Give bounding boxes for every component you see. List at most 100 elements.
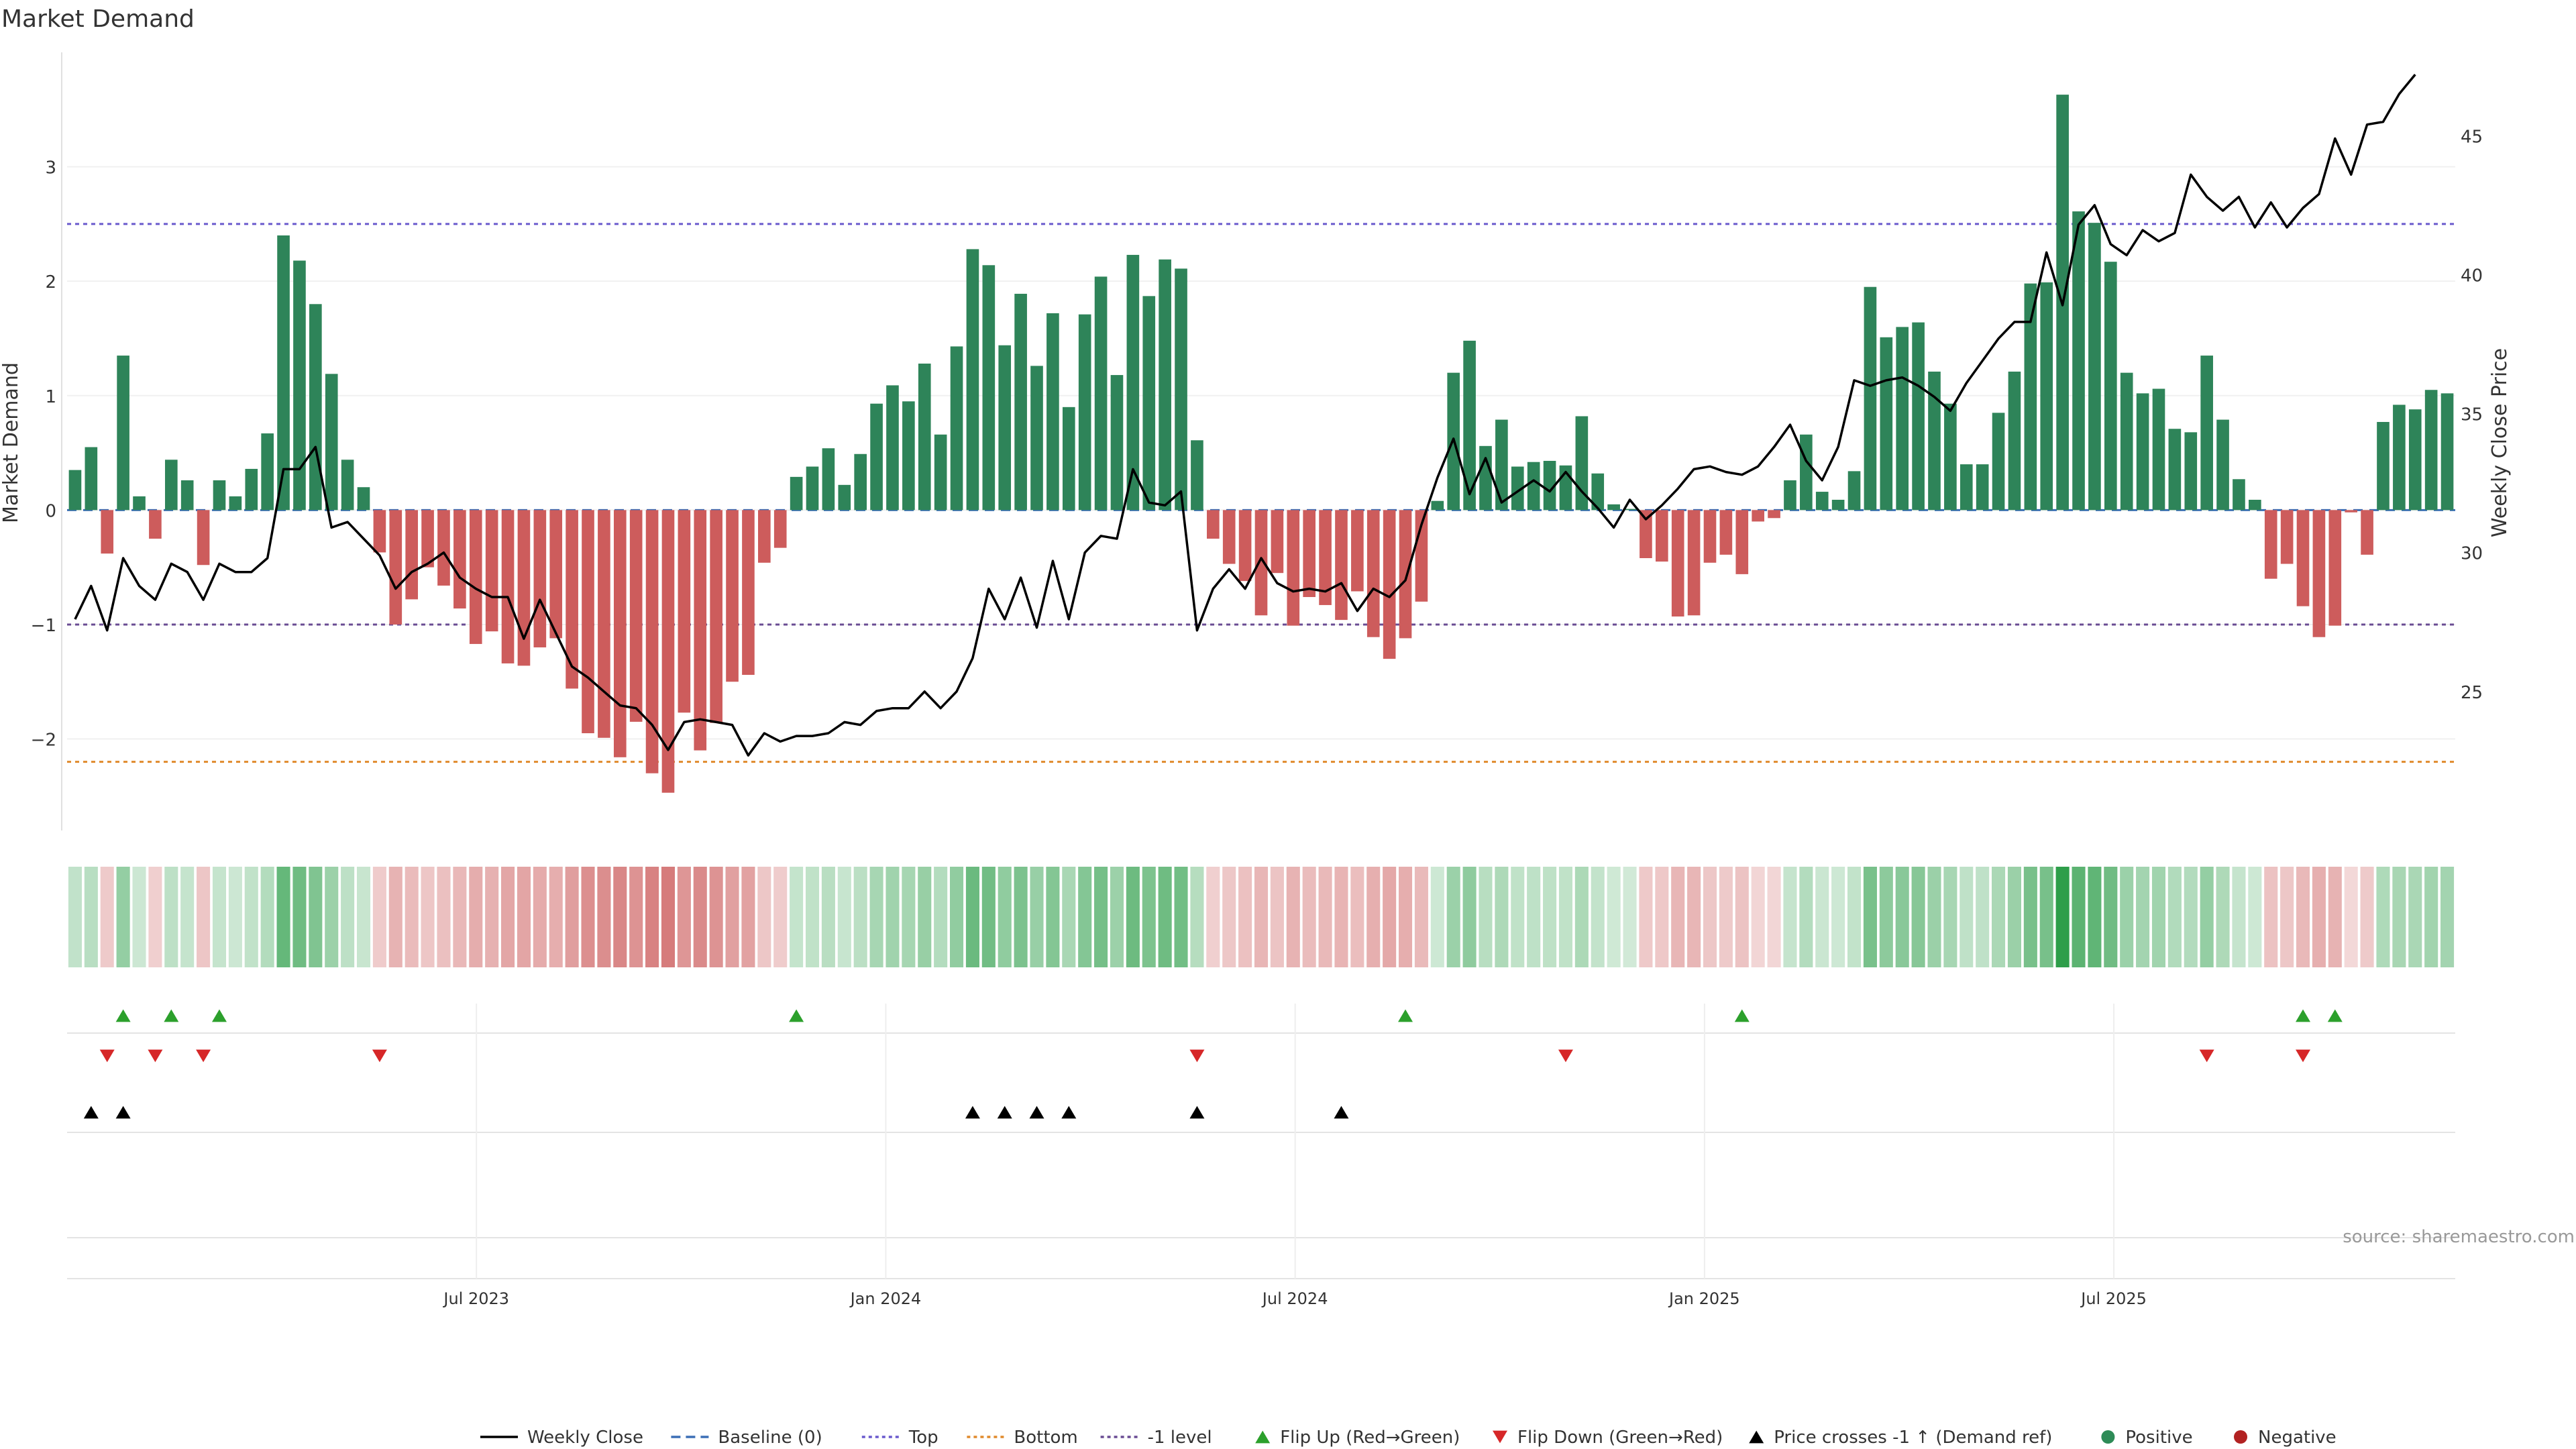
heat-cell [244,867,258,967]
demand-bar [598,510,610,738]
heat-cell [405,867,419,967]
heat-cell [1960,867,1974,967]
heat-cell [869,867,883,967]
demand-bar [2361,510,2373,555]
heat-cell [1655,867,1669,967]
demand-bar [1207,510,1220,539]
demand-bar [838,484,851,511]
flip-up-marker [2327,1009,2343,1022]
demand-heatmap-strip [68,867,2455,967]
demand-bar [341,460,354,511]
legend-entry: Flip Up (Red→Green) [1255,1428,1460,1448]
heat-cell [469,867,483,967]
source-note: source: sharemaestro.com [2343,1227,2575,1247]
heat-cell [902,867,916,967]
heat-cell [1398,867,1413,967]
demand-bar [1976,464,1989,511]
demand-bar [1126,254,1140,511]
demand-bar [549,510,563,639]
demand-bar [405,510,419,600]
demand-bar [1191,440,1203,511]
heat-cell [276,867,290,967]
heat-cell [68,867,82,967]
legend-entry: Negative [2234,1428,2337,1448]
heat-cell [2216,867,2230,967]
demand-bar [1046,313,1059,511]
demand-bar [566,510,578,689]
heat-cell [821,867,835,967]
heat-cell [1286,867,1300,967]
demand-bar [2200,356,2213,511]
heat-cell [148,867,162,967]
y-tick-label: 2 [45,272,56,292]
heat-cell [981,867,996,967]
heat-cell [2280,867,2294,967]
y2-axis-ticks: 25 30 35 40 45 [2461,127,2483,703]
demand-bar [1479,445,1492,511]
demand-bar [1222,510,1236,564]
demand-bar [389,510,402,625]
heat-cell [1815,867,1829,967]
demand-bar [1960,464,1973,511]
main-panel: −2 −1 0 1 2 3 25 30 35 40 45 Market Demand Weekly… [0,52,2512,830]
demand-bar [1159,259,1171,511]
price-cross-marker [997,1106,1012,1119]
demand-bar [998,345,1012,511]
heat-cell [1735,867,1749,967]
demand-bar [2312,510,2326,637]
demand-bar [2408,409,2422,511]
demand-bar [982,265,996,511]
demand-bar [1703,510,1717,563]
demand-bar [1719,510,1733,555]
demand-bar [950,346,963,511]
demand-bar [790,476,803,511]
heat-cell [757,867,771,967]
legend-entry: Bottom [967,1428,1078,1448]
x-tick-label: Jan 2025 [1668,1289,1740,1308]
heat-cell [2184,867,2198,967]
heat-cell [485,867,499,967]
legend-label: Flip Up (Red→Green) [1280,1428,1460,1448]
y-tick-label: 3 [45,158,56,178]
heat-cell [228,867,242,967]
heat-cell [292,867,307,967]
heat-cell [356,867,371,967]
heat-cell [918,867,932,967]
demand-bar [582,510,594,733]
flip-up-marker [211,1009,227,1022]
heat-cell [2408,867,2422,967]
legend-label: Positive [2125,1428,2192,1448]
demand-bar [613,510,627,757]
flip-down-markers [99,1049,2311,1063]
demand-bar [1831,500,1845,511]
demand-bar [870,403,883,511]
heat-cell [341,867,355,967]
legend-label: Price crosses -1 ↑ (Demand ref) [1774,1428,2052,1448]
legend-entry: -1 level [1100,1428,1212,1448]
demand-bar [1014,293,1027,511]
heat-cell [1158,867,1172,967]
heat-cell [2392,867,2406,967]
heat-cell [2248,867,2262,967]
demand-bar [1735,510,1749,574]
heat-cell [1446,867,1460,967]
legend-label: Top [908,1428,938,1448]
demand-bar [421,510,434,568]
demand-bar [629,510,643,722]
heat-cell [837,867,851,967]
demand-bar [1287,510,1300,626]
demand-bar [661,510,675,793]
demand-bar [117,356,129,511]
heat-cell [1927,867,1941,967]
demand-bar [1110,375,1124,511]
legend: Weekly Close Baseline (0) Top Bottom -1 leve… [480,1428,2337,1448]
heat-cell [950,867,964,967]
heat-cell [388,867,402,967]
heat-cell [2232,867,2246,967]
demand-bar [357,487,370,511]
demand-bar [309,304,322,511]
heat-cell [1783,867,1797,967]
legend-entry: Positive [2101,1428,2193,1448]
heat-cell [1863,867,1877,967]
heat-cell [2200,867,2214,967]
